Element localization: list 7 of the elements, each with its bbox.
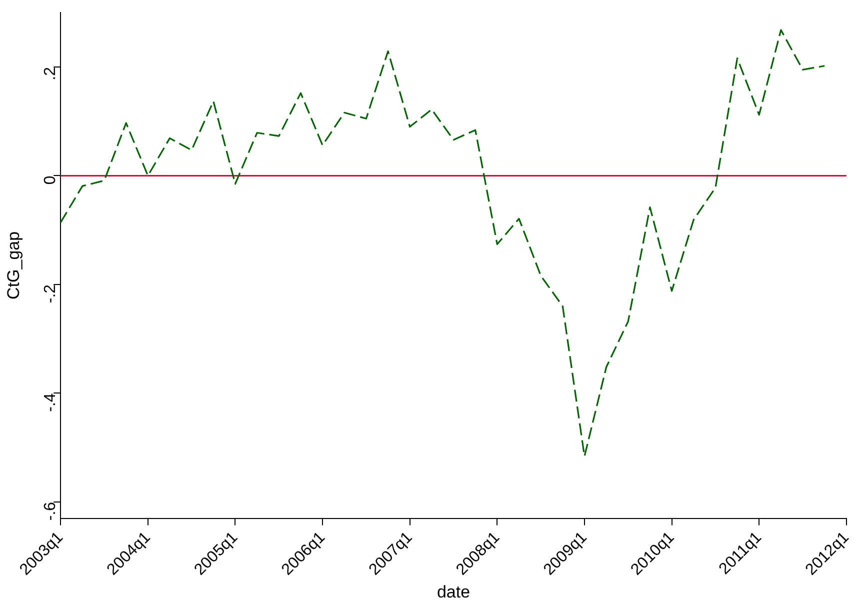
y-tick-label: .2	[42, 66, 60, 80]
x-axis-title: date	[436, 582, 470, 602]
y-tick-label: -.6	[42, 502, 60, 521]
y-axis-title: CtG_gap	[4, 231, 23, 300]
y-tick-label: -.2	[42, 284, 60, 304]
y-tick-label: 0	[42, 176, 60, 185]
y-tick-label: -.4	[42, 393, 60, 412]
